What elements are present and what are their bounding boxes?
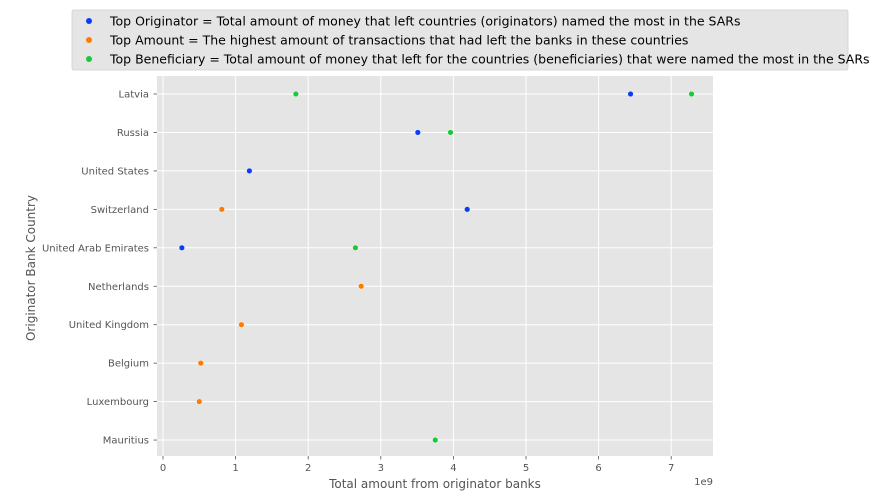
data-point-series-1 [627, 90, 634, 97]
y-axis-label: Originator Bank Country [24, 195, 38, 341]
y-tick-label: United Arab Emirates [42, 243, 149, 254]
x-tick-label: 4 [450, 463, 456, 474]
data-point-series-2 [218, 206, 225, 213]
data-point-series-3 [447, 129, 454, 136]
x-tick-label: 5 [523, 463, 529, 474]
legend-marker-series-2 [86, 37, 92, 43]
data-point-series-1 [246, 167, 253, 174]
legend: Top Originator = Total amount of money t… [71, 9, 869, 71]
x-tick-label: 6 [595, 463, 601, 474]
legend-marker-series-1 [86, 18, 92, 24]
data-point-series-2 [196, 398, 203, 405]
x-axis-label: Total amount from originator banks [328, 477, 541, 491]
x-tick-label: 1 [232, 463, 238, 474]
y-tick-label: United States [81, 166, 149, 177]
data-point-series-2 [238, 321, 245, 328]
data-point-series-1 [464, 206, 471, 213]
y-tick-label: United Kingdom [69, 320, 149, 331]
y-tick-label: Belgium [108, 359, 149, 370]
y-tick-label: Latvia [119, 90, 149, 101]
legend-marker-series-3 [86, 56, 92, 62]
legend-entry-series-2: Top Amount = The highest amount of trans… [109, 32, 688, 47]
grid-lines [157, 76, 713, 456]
data-point-series-1 [414, 129, 421, 136]
y-tick-label: Mauritius [103, 436, 149, 447]
y-tick-label: Netherlands [88, 282, 149, 293]
legend-box [71, 9, 849, 71]
x-tick-label: 7 [668, 463, 674, 474]
plot-area [157, 76, 713, 456]
x-tick-label: 2 [305, 463, 311, 474]
data-point-series-3 [352, 244, 359, 251]
y-tick-label: Switzerland [91, 205, 149, 216]
legend-entry-series-1: Top Originator = Total amount of money t… [109, 13, 740, 28]
y-tick-label: Russia [117, 128, 149, 139]
tick-labels: 0 1 2 3 4 5 6 7 Latvia Russia United States Switzer… [42, 90, 674, 475]
x-tick-label: 3 [378, 463, 384, 474]
legend-entry-series-3: Top Beneficiary = Total amount of money … [109, 51, 869, 66]
data-point-series-3 [292, 90, 299, 97]
data-point-series-2 [358, 283, 365, 290]
data-point-series-2 [197, 360, 204, 367]
data-points [178, 90, 695, 444]
x-axis-offset-label: 1e9 [694, 477, 713, 488]
data-point-series-1 [178, 244, 185, 251]
data-point-series-3 [688, 90, 695, 97]
x-tick-label: 0 [160, 463, 166, 474]
data-point-series-3 [432, 437, 439, 444]
y-tick-label: Luxembourg [87, 397, 149, 408]
